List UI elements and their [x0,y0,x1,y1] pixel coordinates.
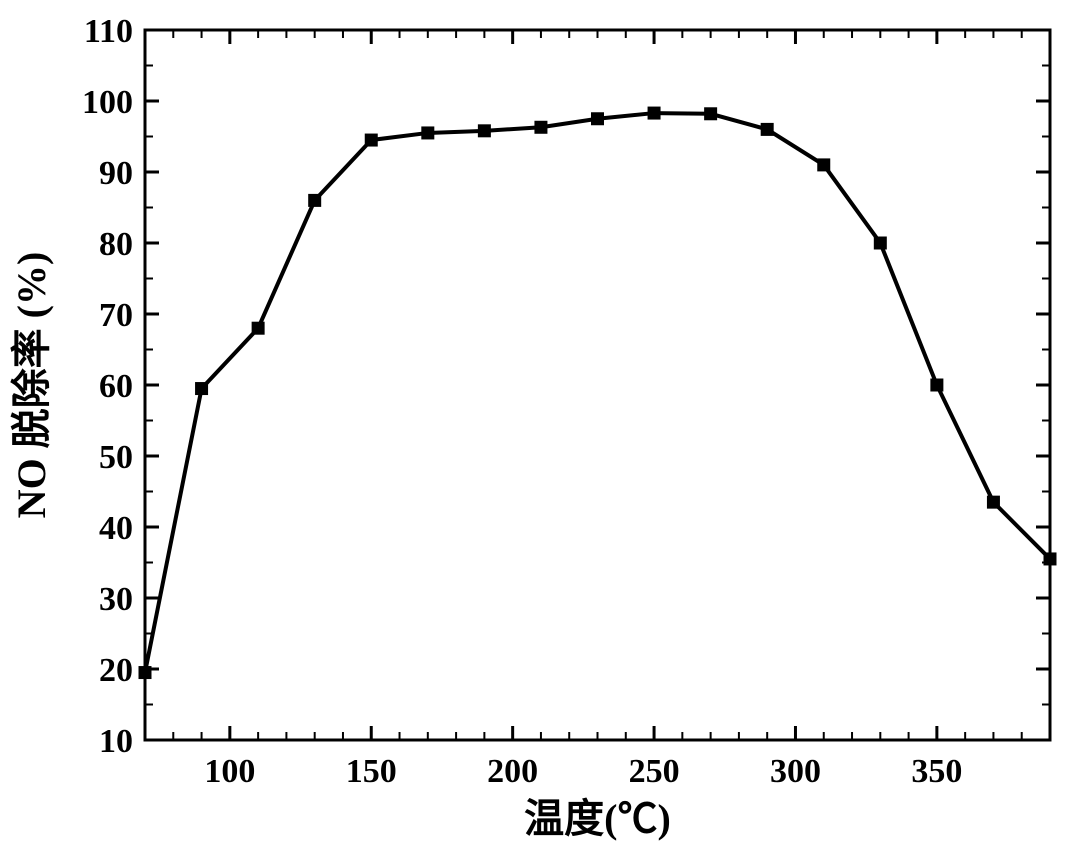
svg-text:30: 30 [99,581,133,618]
svg-text:10: 10 [99,723,133,760]
svg-text:100: 100 [82,84,133,121]
svg-text:350: 350 [911,753,962,790]
svg-text:60: 60 [99,368,133,405]
svg-text:90: 90 [99,155,133,192]
svg-text:250: 250 [629,753,680,790]
svg-text:80: 80 [99,226,133,263]
svg-text:300: 300 [770,753,821,790]
svg-text:110: 110 [84,13,133,50]
chart-container: 100 150 200 250 300 350 10 20 30 40 50 60 70 80 90 100 1… [0,0,1080,853]
svg-text:200: 200 [487,753,538,790]
line-chart: 100 150 200 250 300 350 10 20 30 40 50 60 70 80 90 100 1… [0,0,1080,853]
svg-text:50: 50 [99,439,133,476]
svg-text:100: 100 [204,753,255,790]
svg-text:150: 150 [346,753,397,790]
svg-text:NO 脱除率 (%): NO 脱除率 (%) [9,252,54,519]
svg-text:温度(℃): 温度(℃) [524,796,671,841]
svg-text:70: 70 [99,297,133,334]
svg-text:40: 40 [99,510,133,547]
svg-text:20: 20 [99,652,133,689]
